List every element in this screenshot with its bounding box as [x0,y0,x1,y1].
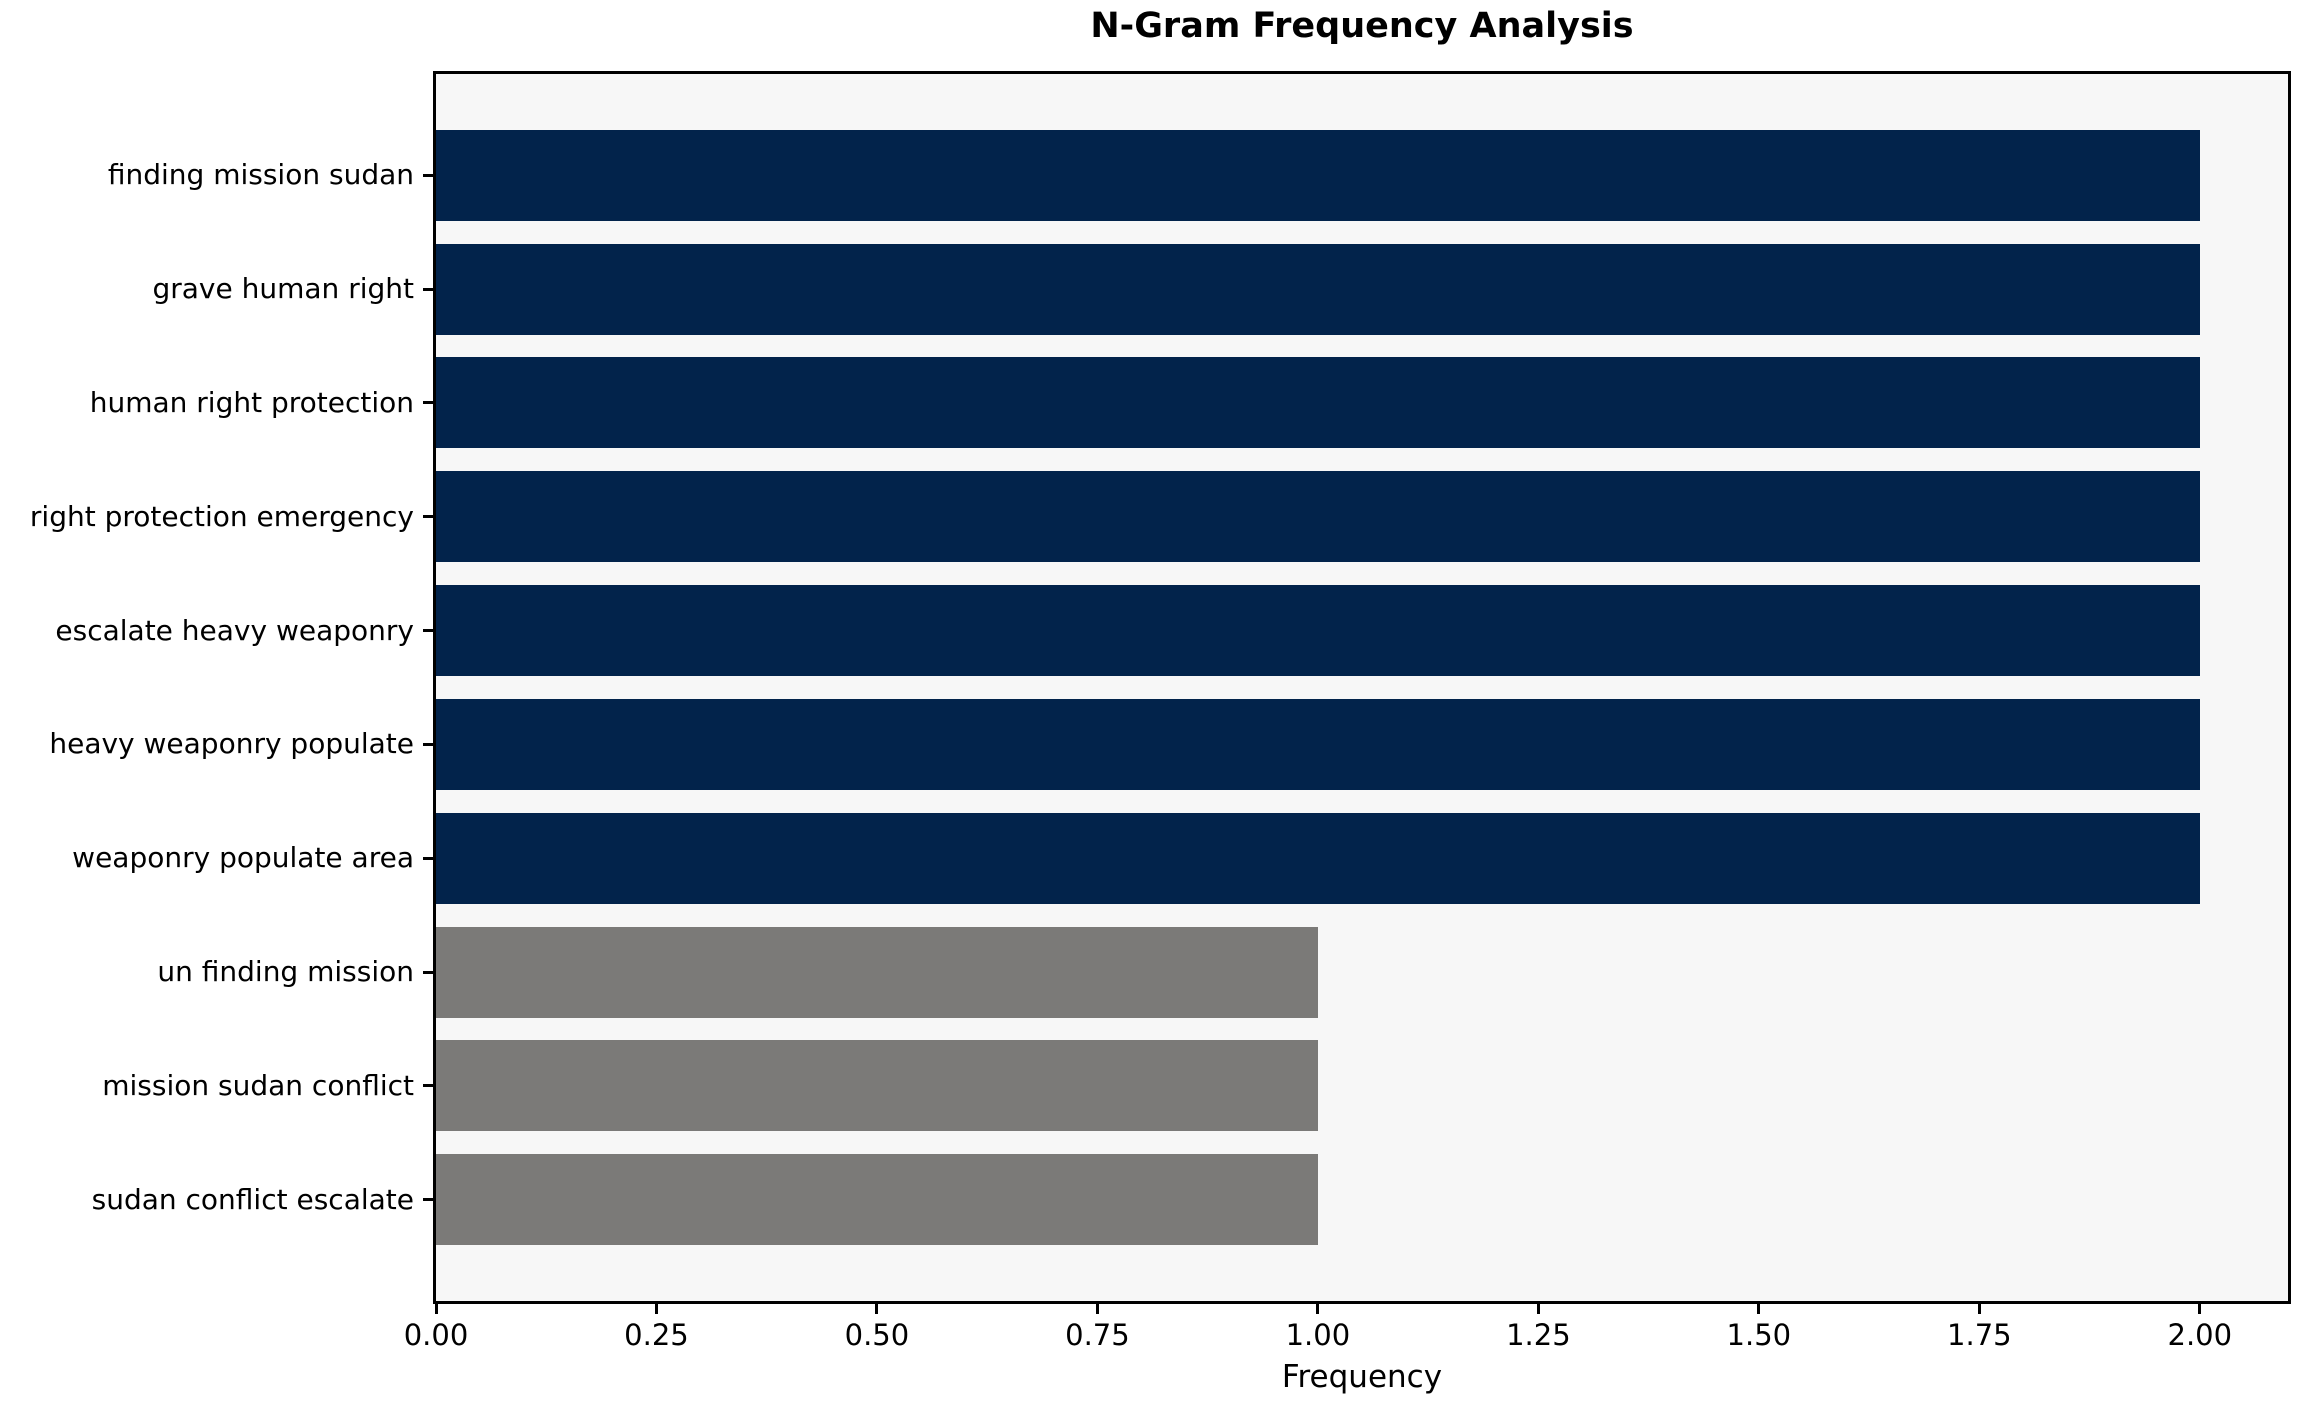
y-tick-label: finding mission sudan [107,158,414,192]
y-tick-mark [423,401,433,405]
x-tick-label: 2.00 [2167,1318,2233,1352]
bar-heavy-weaponry-populate [436,698,2200,790]
x-tick-mark [875,1304,879,1314]
bar-right-protection-emergency [436,471,2200,563]
y-tick-mark [423,970,433,974]
y-tick-label: heavy weaponry populate [49,727,414,761]
chart-title: N-Gram Frequency Analysis [1090,6,1634,46]
bar-un-finding-mission [436,926,1318,1018]
x-tick-mark [1316,1304,1320,1314]
x-tick-mark [1757,1304,1761,1314]
y-tick-label: sudan conflict escalate [91,1182,414,1216]
y-tick-mark [423,287,433,291]
y-tick-label: right protection emergency [29,499,414,533]
x-tick-label: 1.25 [1506,1318,1571,1352]
y-tick-label: escalate heavy weaponry [55,613,414,647]
x-axis-label: Frequency [1281,1359,1443,1395]
x-tick-label: 1.00 [1285,1318,1351,1352]
x-tick-label: 1.50 [1726,1318,1792,1352]
bar-finding-mission-sudan [436,129,2200,221]
x-tick-mark [1095,1304,1099,1314]
y-tick-mark [423,629,433,633]
bar-mission-sudan-conflict [436,1040,1318,1132]
y-tick-label: grave human right [152,272,414,306]
plot-area [433,71,2291,1304]
y-tick-mark [423,856,433,860]
x-tick-label: 0.50 [844,1318,910,1352]
bar-weaponry-populate-area [436,812,2200,904]
y-tick-mark [423,742,433,746]
y-tick-label: human right protection [89,385,414,419]
y-tick-label: un finding mission [157,955,414,989]
x-tick-mark [1977,1304,1981,1314]
x-tick-label: 0.75 [1065,1318,1130,1352]
x-tick-mark [1536,1304,1540,1314]
bar-grave-human-right [436,243,2200,335]
bar-sudan-conflict-escalate [436,1154,1318,1246]
y-tick-label: weaponry populate area [72,841,414,875]
x-tick-label: 1.75 [1947,1318,2012,1352]
y-tick-label: mission sudan conflict [102,1068,414,1102]
x-tick-label: 0.25 [624,1318,689,1352]
y-tick-mark [423,1198,433,1202]
y-tick-mark [423,515,433,519]
x-tick-mark [654,1304,658,1314]
bar-human-right-protection [436,357,2200,449]
y-tick-mark [423,1084,433,1088]
x-tick-mark [2198,1304,2202,1314]
x-tick-mark [434,1304,438,1314]
y-tick-mark [423,173,433,177]
bar-escalate-heavy-weaponry [436,585,2200,677]
x-tick-label: 0.00 [403,1318,469,1352]
